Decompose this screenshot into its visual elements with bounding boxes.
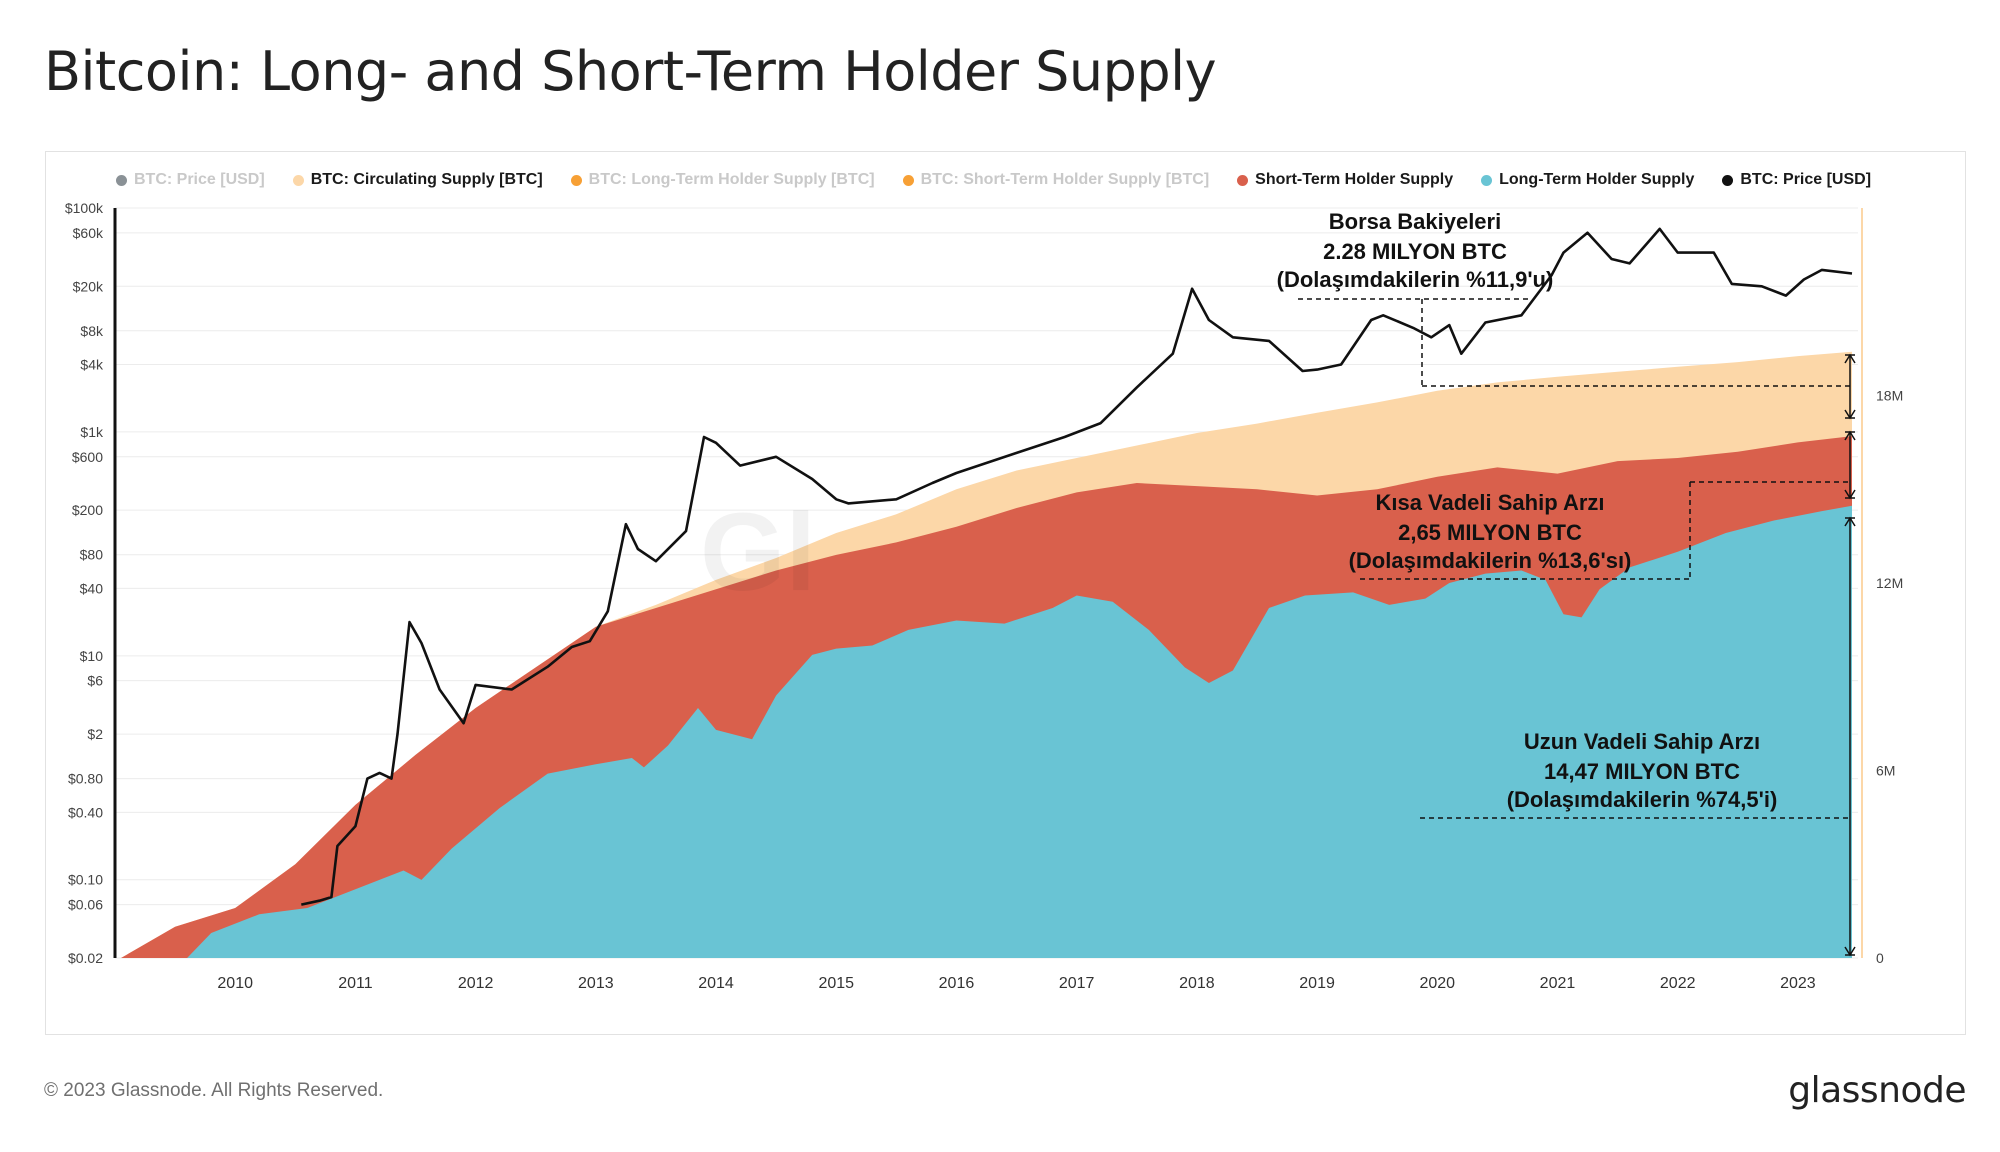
y-left-tick-label: $1k (80, 424, 104, 440)
x-tick-label: 2012 (458, 975, 494, 992)
y-left-tick-label: $0.80 (68, 771, 103, 787)
x-tick-label: 2011 (338, 975, 373, 992)
legend-label: Short-Term Holder Supply (1255, 171, 1454, 188)
legend-dot-icon (116, 174, 127, 186)
y-left-tick-label: $8k (80, 323, 104, 339)
annotation-guides (1298, 298, 1856, 957)
y-left-tick-label: $60k (73, 225, 104, 241)
sth-annotation-line3: (Dolaşımdakilerin %13,6'sı) (1349, 548, 1632, 573)
legend-label: BTC: Price [USD] (1740, 171, 1872, 188)
y-left-tick-label: $4k (80, 357, 104, 373)
y-left-tick-label: $200 (72, 502, 103, 518)
exchange-annotation-line3: (Dolaşımdakilerin %11,9'u) (1277, 267, 1554, 292)
glassnode-logo: glassnode (1788, 1070, 1966, 1111)
exchange-annotation-line1: Borsa Bakiyeleri (1329, 209, 1501, 234)
tick-labels: $100k $60k $20k $8k $4k $1k $600 $200 $80 $40 $10 $… (65, 200, 1903, 992)
lth-annotation-line2: 14,47 MILYON BTC (1544, 759, 1740, 784)
lth-annotation-line1: Uzun Vadeli Sahip Arzı (1524, 729, 1760, 754)
legend-dot-icon (292, 174, 304, 186)
x-tick-label: 2018 (1179, 975, 1215, 992)
x-tick-label: 2021 (1540, 975, 1576, 992)
legend-item-circulating-supply[interactable]: BTC: Circulating Supply [BTC] (292, 168, 543, 192)
legend-label: BTC: Price [USD] (134, 171, 265, 188)
legend-label: BTC: Long-Term Holder Supply [BTC] (588, 171, 875, 188)
sth-annotation-line1: Kısa Vadeli Sahip Arzı (1375, 490, 1604, 515)
legend-dot-icon (1722, 174, 1734, 186)
btc-price-line (301, 227, 1853, 906)
y-left-tick-label: $20k (73, 278, 104, 294)
legend-dot-icon (1237, 174, 1249, 186)
sth-annotation-line2: 2,65 MILYON BTC (1398, 520, 1582, 545)
x-tick-label: 2022 (1660, 975, 1696, 992)
y-left-tick-label: $600 (72, 449, 103, 465)
legend-item-sth-supply[interactable]: Short-Term Holder Supply (1237, 168, 1453, 192)
x-tick-label: 2015 (818, 975, 854, 992)
y-left-tick-label: $2 (87, 726, 103, 742)
axes (113, 208, 1863, 958)
y-right-tick-label: 18M (1876, 388, 1903, 404)
y-left-tick-label: $0.40 (68, 804, 103, 820)
legend-item-btc-price-gray[interactable]: BTC: Price [USD] (116, 168, 265, 192)
x-tick-label: 2014 (698, 975, 734, 992)
legend-item-lth-supply-btc[interactable]: BTC: Long-Term Holder Supply [BTC] (570, 168, 875, 192)
y-left-tick-label: $100k (65, 200, 104, 216)
legend-dot-icon (1481, 174, 1493, 186)
y-left-tick-label: $80 (80, 547, 104, 563)
legend: BTC: Price [USD] BTC: Circulating Supply… (116, 168, 1871, 192)
x-tick-label: 2023 (1780, 975, 1816, 992)
legend-item-sth-supply-btc[interactable]: BTC: Short-Term Holder Supply [BTC] (902, 168, 1210, 192)
y-right-tick-label: 0 (1876, 950, 1884, 966)
y-left-tick-label: $40 (80, 580, 104, 596)
watermark: Gl (700, 491, 816, 614)
exchange-annotation-line2: 2.28 MILYON BTC (1323, 239, 1507, 264)
y-right-tick-label: 12M (1876, 575, 1903, 591)
x-tick-label: 2020 (1419, 975, 1455, 992)
legend-item-lth-supply[interactable]: Long-Term Holder Supply (1481, 168, 1694, 192)
sth-marker-arrow-down (1844, 489, 1856, 500)
page-title: Bitcoin: Long- and Short-Term Holder Sup… (44, 40, 1217, 103)
y-right-tick-label: 6M (1876, 763, 1895, 779)
y-left-tick-label: $0.06 (68, 897, 103, 913)
legend-label: BTC: Short-Term Holder Supply [BTC] (920, 171, 1210, 188)
x-tick-label: 2017 (1059, 975, 1095, 992)
lth-supply-area (121, 505, 1852, 958)
legend-item-btc-price[interactable]: BTC: Price [USD] (1722, 168, 1871, 192)
x-tick-label: 2019 (1299, 975, 1335, 992)
x-tick-label: 2010 (217, 975, 253, 992)
x-tick-label: 2013 (578, 975, 614, 992)
legend-dot-icon (570, 174, 582, 186)
legend-label: Long-Term Holder Supply (1499, 171, 1695, 188)
y-left-tick-label: $0.02 (68, 950, 103, 966)
legend-dot-icon (902, 174, 914, 186)
x-tick-label: 2016 (939, 975, 975, 992)
lth-annotation-line3: (Dolaşımdakilerin %74,5'i) (1507, 787, 1778, 812)
sth-marker-arrow-up (1844, 430, 1856, 441)
exchange-marker-arrow-up (1844, 353, 1856, 364)
price-line-group (301, 227, 1853, 906)
legend-label: BTC: Circulating Supply [BTC] (310, 171, 543, 188)
y-left-tick-label: $6 (87, 673, 103, 689)
lth-marker-arrow-up (1844, 516, 1856, 527)
exchange-marker-arrow-down (1844, 409, 1856, 420)
copyright-footer: © 2023 Glassnode. All Rights Reserved. (44, 1080, 384, 1101)
lth-marker-arrow-down (1844, 946, 1856, 957)
y-left-tick-label: $0.10 (68, 872, 103, 888)
y-left-tick-label: $10 (80, 648, 104, 664)
supply-areas (121, 351, 1852, 959)
annotations: Borsa Bakiyeleri 2.28 MILYON BTC (Dolaşı… (1277, 209, 1778, 812)
